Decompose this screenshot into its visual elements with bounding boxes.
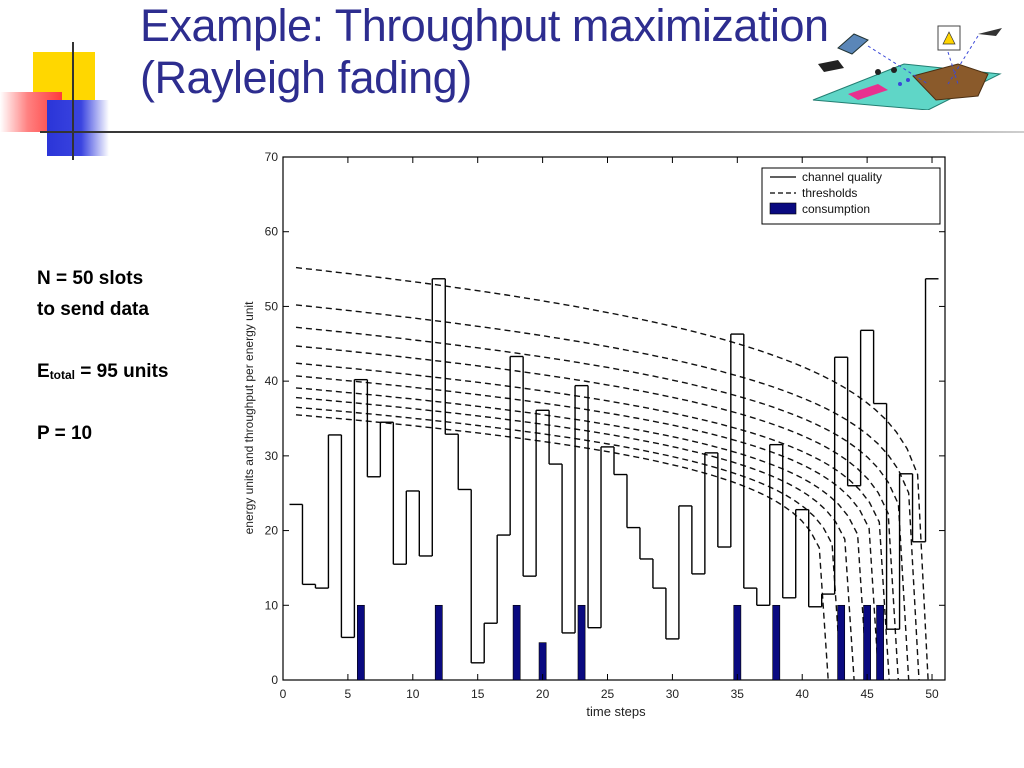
y-tick-label: 70 [265,150,279,164]
legend-label: channel quality [802,170,882,184]
chart-legend: channel quality thresholds consumption [761,167,941,225]
slots-note-line2: to send data [37,299,149,320]
threshold-curve [295,304,920,681]
x-tick-label: 10 [406,687,420,701]
y-tick-label: 50 [265,299,279,313]
energy-subscript: total [49,368,76,382]
x-axis-label: time steps [586,704,646,719]
x-tick-label: 30 [666,687,680,701]
x-tick-label: 0 [280,687,287,701]
energy-note: Etotal = 95 units [37,356,237,387]
parameter-notes: N = 50 slots to send data Etotal = 95 un… [37,263,237,480]
y-axis-label: energy units and throughput per energy u… [242,301,256,534]
legend-label: consumption [802,202,870,216]
consumption-bar [577,604,586,681]
legend-label: thresholds [802,186,857,200]
slide-title-line2: (Rayleigh fading) [140,52,472,103]
x-tick-label: 5 [345,687,352,701]
x-tick-label: 15 [471,687,485,701]
power-note: P = 10 [37,423,93,444]
consumption-bar [357,604,365,681]
slide-title-line1: Example: Throughput maximization [140,0,829,51]
y-tick-label: 0 [271,673,278,687]
slots-note-line1: N = 50 slots [37,268,144,289]
title-underline [40,131,1024,133]
threshold-curve [295,326,910,681]
deco-blue-square [47,100,109,156]
consumption-bar [837,604,846,681]
x-tick-label: 20 [536,687,550,701]
y-tick-label: 10 [265,598,279,612]
threshold-curve [295,406,842,681]
x-tick-label: 50 [925,687,939,701]
deco-vertical-line [72,42,74,160]
plot-area [282,156,946,681]
slots-note: N = 50 slots to send data [37,263,237,325]
threshold-curve [295,345,899,681]
x-tick-label: 25 [601,687,615,701]
x-tick-label: 35 [731,687,745,701]
consumption-bar [863,604,871,681]
energy-symbol: E [37,361,50,382]
energy-value: = 95 units [75,361,169,382]
y-tick-label: 40 [265,374,279,388]
consumption-bar [876,604,884,681]
threshold-curve [295,387,868,681]
consumption-bar [772,604,781,681]
legend-swatch-consumption [769,202,797,215]
y-tick-label: 60 [265,225,279,239]
consumption-bar [512,604,521,681]
consumption-bar [733,604,742,681]
y-tick-label: 20 [265,524,279,538]
satellite-network-illustration-icon [812,25,1002,110]
x-tick-label: 40 [796,687,810,701]
consumption-bar [434,604,443,681]
y-tick-label: 30 [265,449,279,463]
threshold-curve [295,362,890,681]
x-tick-label: 45 [860,687,874,701]
slide-title: Example: Throughput maximization (Raylei… [140,0,829,104]
